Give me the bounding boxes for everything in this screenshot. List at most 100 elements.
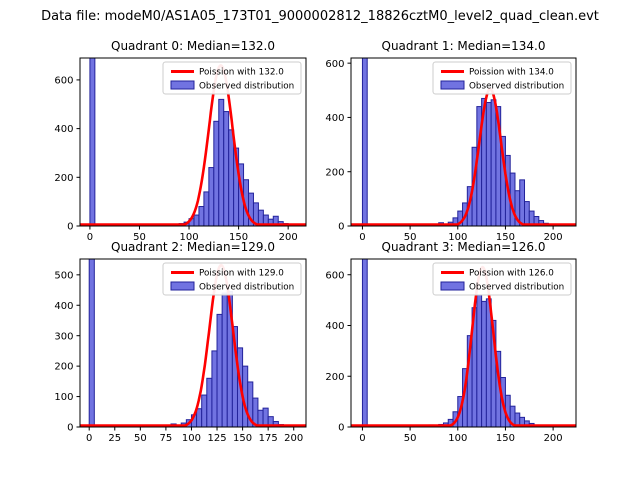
y-tick-label: 200 [325, 167, 344, 178]
subplot-quadrant-2: 0 25 50 75 100 125 150 175 200 0 100 200 300 400 500 Qu… [54, 240, 307, 444]
x-tick-label: 0 [86, 433, 92, 444]
histogram-bar [196, 408, 203, 427]
histogram-bar [490, 99, 497, 226]
y-tick-label: 400 [325, 321, 344, 332]
y-tick-label: 0 [338, 423, 344, 434]
x-tick-label: 0 [359, 433, 365, 444]
zero-count-bar [89, 58, 96, 226]
histogram-bar [201, 394, 208, 427]
legend-label-poisson: Poission with 129.0 [199, 269, 284, 279]
histogram-bar [485, 102, 492, 226]
x-tick-label: 50 [404, 433, 417, 444]
legend-box [162, 262, 302, 296]
legend-box [162, 61, 302, 95]
y-tick-label: 400 [54, 124, 73, 135]
histogram-bar [218, 98, 225, 226]
x-tick-label: 200 [284, 433, 303, 444]
axes-spines [79, 258, 307, 428]
legend-patch-sample [170, 281, 195, 291]
x-tick-label: 200 [544, 433, 563, 444]
legend-label-observed: Observed distribution [469, 283, 564, 293]
zero-count-bar [88, 259, 95, 427]
x-tick-label: 125 [207, 433, 226, 444]
x-tick-label: 175 [259, 433, 278, 444]
x-tick-label: 50 [133, 232, 146, 243]
axes-spines [79, 57, 307, 227]
poisson-fit-curve [80, 64, 306, 226]
histogram-bar [211, 350, 218, 427]
histogram-bar [216, 313, 223, 427]
y-tick-label: 300 [54, 331, 73, 342]
y-tick-label: 0 [338, 222, 344, 233]
legend-patch-sample [170, 80, 195, 90]
x-tick-label: 150 [496, 232, 515, 243]
axes-spines [350, 258, 577, 428]
histogram-bar [198, 206, 205, 226]
histogram-bar [519, 179, 526, 226]
poisson-fit-curve [351, 87, 576, 226]
x-tick-label: 50 [134, 433, 147, 444]
poisson-fit-curve [351, 265, 576, 427]
y-tick-label: 0 [67, 222, 73, 233]
histogram-bar [206, 377, 213, 427]
legend-label-poisson: Poission with 132.0 [199, 68, 284, 78]
figure-suptitle: Data file: modeM0/AS1A05_173T01_90000028… [41, 9, 599, 24]
x-tick-label: 0 [359, 232, 365, 243]
x-tick-label: 50 [404, 232, 417, 243]
x-tick-label: 100 [448, 232, 467, 243]
histogram-bar [221, 292, 228, 427]
y-tick-label: 600 [325, 59, 344, 70]
y-tick-label: 200 [54, 362, 73, 373]
x-tick-label: 100 [179, 232, 198, 243]
subplot-title: Quadrant 0: Median=132.0 [111, 39, 275, 53]
legend-label-observed: Observed distribution [199, 82, 294, 92]
legend-box [432, 61, 572, 95]
subplot-quadrant-0: 0 50 100 150 200 0 200 400 600 Quadrant 0: Median… [54, 39, 307, 243]
y-tick-label: 100 [54, 392, 73, 403]
histogram-bar [208, 167, 215, 226]
histogram-bar [524, 201, 530, 226]
x-tick-label: 150 [496, 433, 515, 444]
subplot-quadrant-1: 0 50 100 150 200 0 200 400 600 Quadrant 1: Median… [325, 39, 577, 243]
x-tick-label: 0 [87, 232, 93, 243]
histogram-bar [481, 300, 487, 427]
y-tick-label: 400 [325, 113, 344, 124]
x-tick-label: 75 [160, 433, 173, 444]
y-tick-label: 200 [54, 173, 73, 184]
legend-patch-sample [440, 80, 465, 90]
legend-patch-sample [440, 281, 465, 291]
x-tick-label: 25 [108, 433, 121, 444]
histogram-bar [223, 111, 230, 226]
y-tick-label: 500 [54, 270, 73, 281]
x-tick-label: 200 [544, 232, 563, 243]
subplot-title: Quadrant 3: Median=126.0 [382, 240, 546, 254]
legend-box [432, 262, 572, 296]
subplot-title: Quadrant 2: Median=129.0 [111, 240, 275, 254]
histogram-bar [262, 407, 269, 427]
histogram-bar [476, 294, 483, 427]
legend-label-poisson: Poission with 134.0 [469, 68, 554, 78]
histogram-bar [228, 129, 235, 226]
poisson-fit-curve [80, 263, 306, 427]
legend-label-observed: Observed distribution [199, 283, 294, 293]
histogram-bar [213, 120, 220, 226]
x-tick-label: 150 [229, 232, 248, 243]
y-tick-label: 400 [54, 301, 73, 312]
subplot-quadrant-3: 0 50 100 150 200 0 200 400 600 Quadrant 3: Median… [325, 240, 577, 444]
axes-spines [350, 57, 577, 227]
y-tick-label: 200 [325, 372, 344, 383]
zero-count-bar [361, 58, 368, 226]
x-tick-label: 100 [448, 433, 467, 444]
y-tick-label: 0 [67, 423, 73, 434]
legend-label-poisson: Poission with 126.0 [469, 269, 554, 279]
y-tick-label: 600 [54, 76, 73, 87]
histogram-bar [193, 214, 200, 226]
x-tick-label: 100 [182, 433, 201, 444]
zero-count-bar [361, 259, 368, 427]
x-tick-label: 200 [279, 232, 298, 243]
x-tick-label: 150 [233, 433, 252, 444]
subplot-title: Quadrant 1: Median=134.0 [382, 39, 546, 53]
histogram-bar [203, 191, 210, 226]
legend-label-observed: Observed distribution [469, 82, 564, 92]
